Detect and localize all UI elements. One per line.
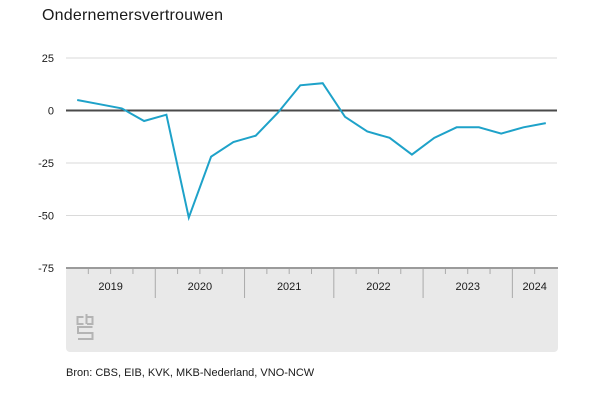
data-line — [77, 82, 546, 222]
x-axis-year-label: 2022 — [366, 281, 390, 293]
y-axis-label: 25 — [42, 53, 54, 65]
x-axis-band — [66, 267, 558, 352]
x-axis-year-label: 2019 — [98, 281, 122, 293]
x-axis-year-label: 2023 — [455, 281, 479, 293]
y-axis-label: -25 — [38, 158, 54, 170]
cbs-logo-stroke — [76, 316, 84, 325]
source-text: Bron: CBS, EIB, KVK, MKB-Nederland, VNO-… — [66, 367, 315, 379]
x-axis-year-label: 2024 — [522, 281, 546, 293]
x-axis-year-label: 2020 — [188, 281, 212, 293]
chart-title: Ondernemersvertrouwen — [42, 7, 224, 24]
cbs-logo-stroke — [85, 314, 94, 325]
y-axis-label: -75 — [38, 263, 54, 275]
y-axis-label: -50 — [38, 211, 54, 223]
x-axis-year-label: 2021 — [277, 281, 301, 293]
y-axis-label: 0 — [48, 106, 54, 118]
cbs-logo-stroke — [77, 326, 94, 340]
cbs-logo — [76, 314, 94, 340]
